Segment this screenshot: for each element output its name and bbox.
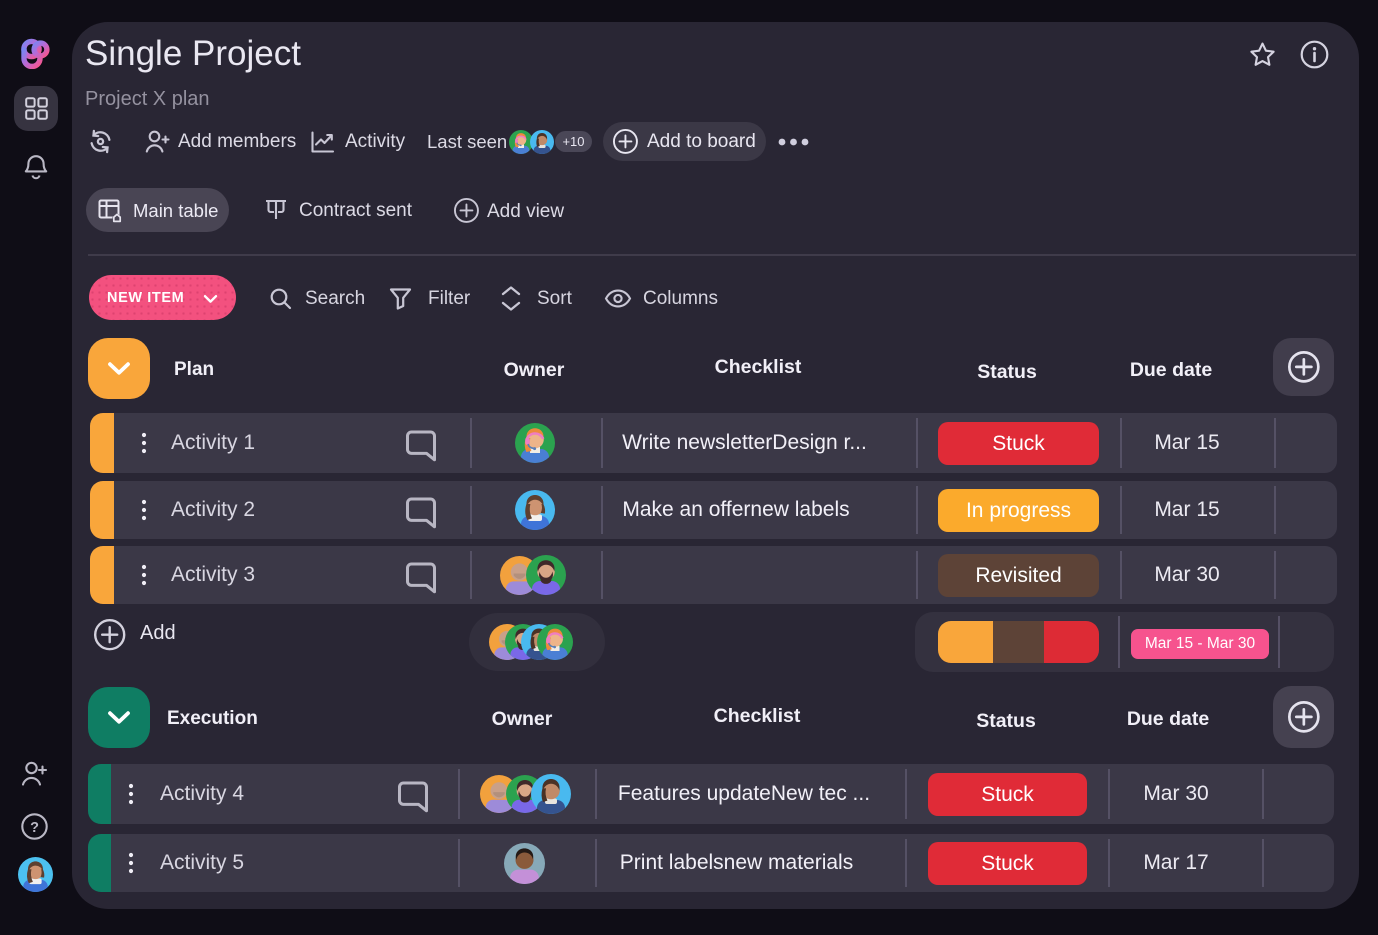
svg-text:?: ? <box>30 820 39 836</box>
